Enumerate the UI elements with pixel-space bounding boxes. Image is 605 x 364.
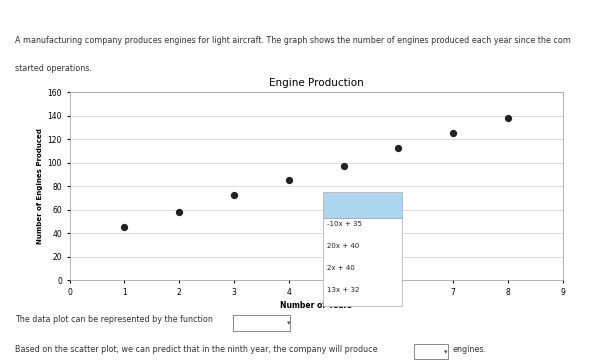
Point bbox=[339, 163, 348, 169]
Point bbox=[174, 209, 184, 215]
Bar bbox=[322, 218, 402, 306]
Text: 20x + 40: 20x + 40 bbox=[327, 244, 359, 249]
Text: ▾: ▾ bbox=[444, 349, 448, 355]
Text: 13x + 32: 13x + 32 bbox=[327, 288, 359, 293]
Point bbox=[229, 193, 239, 198]
FancyBboxPatch shape bbox=[233, 316, 290, 331]
Point bbox=[448, 130, 458, 136]
Y-axis label: Number of Engines Produced: Number of Engines Produced bbox=[38, 128, 44, 244]
Title: Engine Production: Engine Production bbox=[269, 79, 364, 88]
Text: engines.: engines. bbox=[453, 345, 486, 355]
Text: Post Test: Relating Data Sets: Post Test: Relating Data Sets bbox=[48, 7, 197, 15]
X-axis label: Number of Years: Number of Years bbox=[280, 301, 352, 310]
Text: -10x + 35: -10x + 35 bbox=[327, 221, 361, 228]
Point bbox=[393, 146, 403, 151]
FancyBboxPatch shape bbox=[414, 344, 448, 360]
Text: A manufacturing company produces engines for light aircraft. The graph shows the: A manufacturing company produces engines… bbox=[15, 36, 571, 45]
Text: 2x + 40: 2x + 40 bbox=[327, 265, 355, 272]
Text: ▾: ▾ bbox=[287, 320, 290, 327]
Text: started operations.: started operations. bbox=[15, 64, 92, 73]
Point bbox=[503, 115, 512, 121]
Bar bbox=[322, 192, 402, 218]
Text: Based on the scatter plot, we can predict that in the ninth year, the company wi: Based on the scatter plot, we can predic… bbox=[15, 345, 378, 355]
Point bbox=[120, 224, 129, 230]
Text: The data plot can be represented by the function: The data plot can be represented by the … bbox=[15, 316, 213, 324]
Point bbox=[284, 177, 293, 183]
